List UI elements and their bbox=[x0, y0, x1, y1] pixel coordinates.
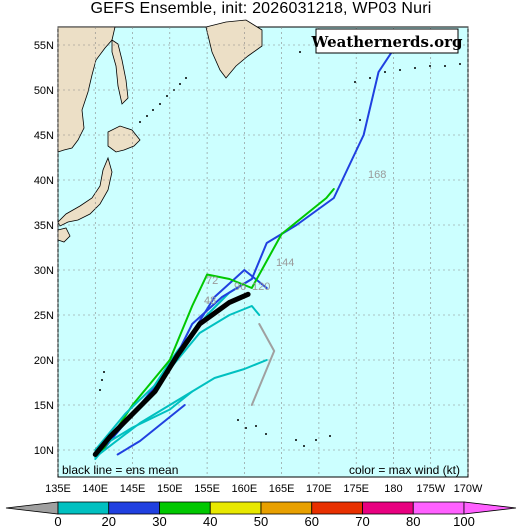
latitude-tick-label: 30N bbox=[34, 265, 54, 277]
latitude-tick-label: 35N bbox=[34, 220, 54, 232]
colorbar-segment bbox=[311, 501, 363, 515]
longitude-tick-label: 175E bbox=[343, 483, 369, 495]
forecast-hour-label: 48 bbox=[204, 295, 216, 307]
colorbar-segment bbox=[57, 501, 110, 515]
longitude-tick-label: 175W bbox=[416, 483, 445, 495]
latitude-tick-label: 40N bbox=[34, 175, 54, 187]
latitude-tick-label: 45N bbox=[34, 130, 54, 142]
longitude-tick-label: 140E bbox=[82, 483, 108, 495]
colorbar-segment bbox=[362, 501, 414, 515]
asia-mainland bbox=[57, 26, 116, 153]
colorbar-tick-label: 20 bbox=[102, 514, 116, 529]
footer-left-note: black line = ens mean bbox=[62, 463, 178, 477]
colorbar-segment bbox=[260, 501, 313, 515]
longitude-labels: 135E 140E 145E 150E 155E 160E 165E 170E 175E 180 1… bbox=[45, 483, 483, 495]
forecast-hour-label: 144 bbox=[276, 257, 294, 269]
colorbar-segment bbox=[108, 501, 160, 515]
longitude-tick-label: 180 bbox=[384, 483, 402, 495]
member-track bbox=[94, 305, 261, 451]
member-track bbox=[94, 390, 194, 451]
latitude-tick-label: 10N bbox=[34, 445, 54, 457]
honshu-island bbox=[57, 156, 113, 227]
hokkaido-island bbox=[107, 125, 141, 153]
longitude-tick-label: 165E bbox=[269, 483, 295, 495]
ensemble-mean-track bbox=[92, 291, 251, 457]
footer-right-note: color = max wind (kt) bbox=[349, 463, 460, 477]
colorbar-tick-label: 80 bbox=[406, 514, 420, 529]
land-masses bbox=[57, 19, 263, 243]
longitude-tick-label: 155E bbox=[194, 483, 220, 495]
colorbar-tick-label: 60 bbox=[305, 514, 319, 529]
forecast-hour-label: 168 bbox=[368, 169, 386, 181]
colorbar-left-arrow bbox=[5, 501, 59, 515]
colorbar-tick-label: 70 bbox=[355, 514, 369, 529]
colorbar-tick-label: 30 bbox=[152, 514, 166, 529]
colorbar-tick-label: 100 bbox=[453, 514, 475, 529]
member-track bbox=[94, 359, 268, 459]
longitude-tick-label: 170E bbox=[306, 483, 332, 495]
chart-title: GEFS Ensemble, init: 2026031218, WP03 Nu… bbox=[90, 0, 432, 17]
colorbar-segment bbox=[159, 501, 211, 515]
colorbar-tick-label: 0 bbox=[54, 514, 61, 529]
member-track bbox=[250, 323, 276, 406]
colorbar-tick-label: 50 bbox=[254, 514, 268, 529]
forecast-hour-label: 96 bbox=[234, 281, 246, 293]
longitude-tick-label: 160E bbox=[232, 483, 258, 495]
longitude-tick-label: 170W bbox=[454, 483, 483, 495]
watermark: Weathernerds.org bbox=[310, 33, 463, 51]
latitude-tick-label: 55N bbox=[34, 40, 54, 52]
colorbar-right-arrow bbox=[463, 501, 517, 515]
forecast-hour-label: 72 bbox=[206, 275, 218, 287]
latitude-tick-label: 50N bbox=[34, 85, 54, 97]
small-islands bbox=[99, 51, 461, 447]
latitude-tick-label: 25N bbox=[34, 310, 54, 322]
latitude-tick-label: 20N bbox=[34, 355, 54, 367]
longitude-tick-label: 150E bbox=[157, 483, 183, 495]
colorbar-segment bbox=[412, 501, 465, 515]
colorbar-tick-label: 40 bbox=[203, 514, 217, 529]
latitude-labels: 55N 50N 45N 40N 35N 30N 25N 20N 15N 10N bbox=[34, 40, 54, 457]
latitude-tick-label: 15N bbox=[34, 400, 54, 412]
member-track bbox=[101, 188, 335, 451]
lat-lon-grid bbox=[57, 27, 469, 477]
watermark-box bbox=[315, 28, 459, 54]
longitude-tick-label: 145E bbox=[120, 483, 146, 495]
forecast-hour-label: 120 bbox=[252, 281, 270, 293]
wind-colorbar: 0 20 30 40 50 60 70 80 100 bbox=[5, 501, 517, 529]
member-track bbox=[116, 404, 186, 456]
kamchatka-peninsula bbox=[205, 19, 263, 79]
sakhalin-island bbox=[111, 39, 129, 105]
longitude-tick-label: 135E bbox=[45, 483, 71, 495]
colorbar-segment bbox=[209, 501, 262, 515]
